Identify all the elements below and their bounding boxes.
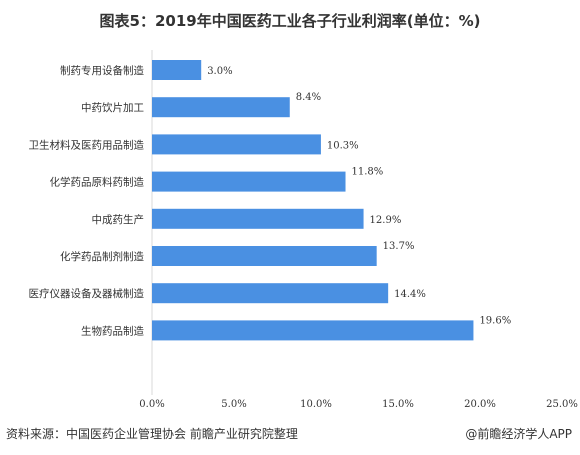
category-label: 中成药生产 [92,213,145,226]
x-tick-label: 25.0% [546,399,578,410]
labels-layer: 制药专用设备制造 3.0% 中药饮片加工 8.4% 卫生材料及医药用品制造 10.3% 化学… [29,64,512,337]
bar [152,171,346,192]
value-label: 19.6% [479,315,511,326]
bar [152,246,377,266]
value-label: 14.4% [394,289,426,300]
value-label: 8.4% [296,92,321,103]
source-note: 资料来源：中国医药企业管理协会 前瞻产业研究院整理 [6,427,298,441]
bar [152,320,474,341]
x-tick-label: 15.0% [382,399,414,410]
bar [152,283,389,304]
category-label: 卫生材料及医药用品制造 [29,138,145,151]
x-tick-label: 0.0% [139,399,164,410]
value-label: 13.7% [383,241,415,252]
bars-layer [152,60,474,341]
category-label: 医疗仪器设备及器械制造 [29,287,145,300]
category-label: 制药专用设备制造 [60,64,144,77]
value-label: 11.8% [352,167,384,178]
x-tick-label: 20.0% [464,399,496,410]
value-label: 12.9% [370,215,402,226]
category-label: 化学药品制剂制造 [60,250,144,263]
x-tick-label: 5.0% [221,399,246,410]
x-tick-label: 10.0% [300,399,332,410]
category-label: 中药饮片加工 [81,101,144,114]
category-label: 生物药品制造 [81,324,144,337]
bar [152,97,290,118]
value-label: 10.3% [327,140,359,151]
brand-credit: @前瞻经济学人APP [465,427,572,441]
category-label: 化学药品原料药制造 [50,176,145,189]
value-label: 3.0% [207,66,232,77]
chart-title: 图表5：2019年中国医药工业各子行业利润率(单位：%) [99,12,481,30]
bar [152,134,321,155]
bar [152,208,364,229]
bar [152,60,202,80]
